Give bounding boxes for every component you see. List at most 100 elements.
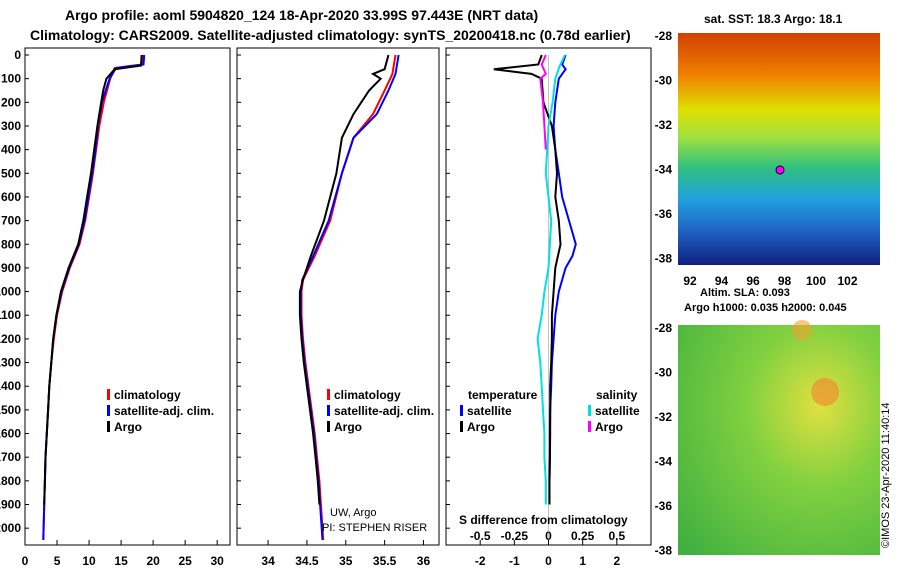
sst-lat-tick: -28 bbox=[655, 29, 673, 43]
depth-tick-label: 1500 bbox=[0, 403, 21, 417]
depth-tick-label: 1400 bbox=[0, 379, 21, 393]
s-diff-tick-label: -0.5 bbox=[470, 529, 491, 543]
sst-lat-tick: -34 bbox=[655, 163, 673, 177]
profile-location-marker bbox=[775, 165, 785, 175]
legend-argo-t: Argo bbox=[114, 420, 142, 434]
depth-tick-label: 1600 bbox=[0, 427, 21, 441]
legend-swatch-argo-s bbox=[327, 421, 330, 432]
sst-lon-tick: 92 bbox=[683, 274, 697, 288]
series-line-salinity-satellite bbox=[536, 54, 566, 505]
depth-tick-label: 800 bbox=[1, 237, 21, 251]
depth-tick-label: 200 bbox=[1, 95, 21, 109]
legend-group-temperature: temperature bbox=[468, 388, 538, 402]
sla-anomaly-top bbox=[792, 320, 812, 340]
temperature-panel-frame bbox=[24, 47, 231, 546]
depth-tick-label: 400 bbox=[1, 143, 21, 157]
legend-s-argo: Argo bbox=[595, 420, 623, 434]
difference-xlabel: S difference from climatology bbox=[459, 513, 628, 527]
sst-lon-tick: 98 bbox=[778, 274, 792, 288]
altimetry-title: Altim. SLA: 0.093 bbox=[700, 287, 790, 299]
depth-tick-label: 600 bbox=[1, 190, 21, 204]
sst-lon-tick: 96 bbox=[746, 274, 760, 288]
legend-t-satellite: satellite bbox=[467, 404, 512, 418]
x-tick-label: 34 bbox=[261, 554, 275, 568]
sla-lat-tick: -28 bbox=[655, 321, 673, 335]
x-tick-label: 25 bbox=[178, 554, 192, 568]
sst-lon-tick: 100 bbox=[806, 274, 826, 288]
x-tick-label: 15 bbox=[114, 554, 128, 568]
legend-swatch-t-argo bbox=[460, 421, 463, 432]
s-diff-tick-label: -0.25 bbox=[501, 529, 529, 543]
x-tick-label: 10 bbox=[82, 554, 96, 568]
x-tick-label: 34.5 bbox=[295, 554, 319, 568]
sst-lon-tick: 94 bbox=[715, 274, 729, 288]
depth-tick-label: 900 bbox=[1, 261, 21, 275]
s-diff-tick-label: 0.5 bbox=[608, 529, 625, 543]
x-tick-label: 35 bbox=[339, 554, 353, 568]
x-tick-label: 0 bbox=[22, 554, 29, 568]
legend-group-salinity: salinity bbox=[596, 388, 638, 402]
sst-lat-tick: -30 bbox=[655, 74, 673, 88]
sat-sst-title: sat. SST: 18.3 Argo: 18.1 bbox=[704, 12, 843, 26]
depth-tick-label: 1800 bbox=[0, 474, 21, 488]
pi-annotation-2: PI: STEPHEN RISER bbox=[322, 522, 427, 534]
sla-map bbox=[678, 325, 880, 555]
series-line-salinity-argo bbox=[539, 54, 548, 150]
x-tick-label: 1 bbox=[579, 554, 586, 568]
s-diff-tick-label: 0.25 bbox=[571, 529, 595, 543]
sst-lat-tick: -32 bbox=[655, 118, 673, 132]
depth-tick-label: 1200 bbox=[0, 332, 21, 346]
legend-swatch-clim-t bbox=[107, 389, 110, 400]
legend-s-satellite: satellite bbox=[595, 404, 640, 418]
x-tick-label: 5 bbox=[54, 554, 61, 568]
depth-tick-label: 1900 bbox=[0, 498, 21, 512]
legend-satellite-s: satellite-adj. clim. bbox=[334, 404, 434, 418]
sla-lat-tick: -32 bbox=[655, 410, 673, 424]
x-tick-label: 0 bbox=[545, 554, 552, 568]
series-line-argo bbox=[43, 54, 143, 505]
x-tick-label: -1 bbox=[509, 554, 520, 568]
legend-swatch-clim-s bbox=[327, 389, 330, 400]
depth-tick-label: 700 bbox=[1, 214, 21, 228]
sst-map bbox=[678, 33, 880, 265]
depth-tick-label: 0 bbox=[14, 48, 21, 62]
legend-swatch-sat-t bbox=[107, 405, 110, 416]
x-tick-label: 20 bbox=[146, 554, 160, 568]
sla-high-anomaly bbox=[811, 378, 839, 406]
x-tick-label: 35.5 bbox=[373, 554, 397, 568]
series-line-satellite-adj-clim- bbox=[42, 54, 146, 541]
pi-annotation-1: UW, Argo bbox=[330, 507, 376, 519]
legend-swatch-argo-t bbox=[107, 421, 110, 432]
depth-tick-label: 1000 bbox=[0, 285, 21, 299]
legend-satellite-t: satellite-adj. clim. bbox=[114, 404, 214, 418]
sla-lat-tick: -36 bbox=[655, 499, 673, 513]
depth-tick-label: 2000 bbox=[0, 521, 21, 535]
title-line-1: Argo profile: aoml 5904820_124 18-Apr-20… bbox=[65, 7, 539, 23]
x-tick-label: -2 bbox=[475, 554, 486, 568]
depth-tick-label: 1700 bbox=[0, 450, 21, 464]
depth-tick-label: 1300 bbox=[0, 356, 21, 370]
title-line-2: Climatology: CARS2009. Satellite-adjuste… bbox=[30, 27, 631, 43]
series-line-satellite-adj-clim- bbox=[299, 54, 400, 541]
depth-tick-label: 1100 bbox=[0, 308, 21, 322]
sst-lat-tick: -38 bbox=[655, 252, 673, 266]
sla-lat-tick: -34 bbox=[655, 455, 673, 469]
series-line-temperature-argo bbox=[493, 54, 562, 505]
legend-swatch-s-argo bbox=[588, 421, 591, 432]
legend-swatch-sat-s bbox=[327, 405, 330, 416]
series-line-temperature-satellite bbox=[548, 54, 577, 505]
legend-climatology-s: climatology bbox=[334, 388, 401, 402]
x-tick-label: 30 bbox=[211, 554, 225, 568]
depth-tick-label: 100 bbox=[1, 72, 21, 86]
legend-t-argo: Argo bbox=[467, 420, 495, 434]
salinity-panel-frame bbox=[236, 47, 440, 546]
altimetry-subtitle: Argo h1000: 0.035 h2000: 0.045 bbox=[684, 302, 847, 314]
legend-swatch-t-sat bbox=[460, 405, 463, 416]
legend-argo-s: Argo bbox=[334, 420, 362, 434]
series-line-climatology bbox=[42, 54, 144, 541]
sst-lat-tick: -36 bbox=[655, 207, 673, 221]
x-tick-label: 2 bbox=[613, 554, 620, 568]
series-line-argo bbox=[298, 54, 390, 505]
x-tick-label: 36 bbox=[417, 554, 431, 568]
